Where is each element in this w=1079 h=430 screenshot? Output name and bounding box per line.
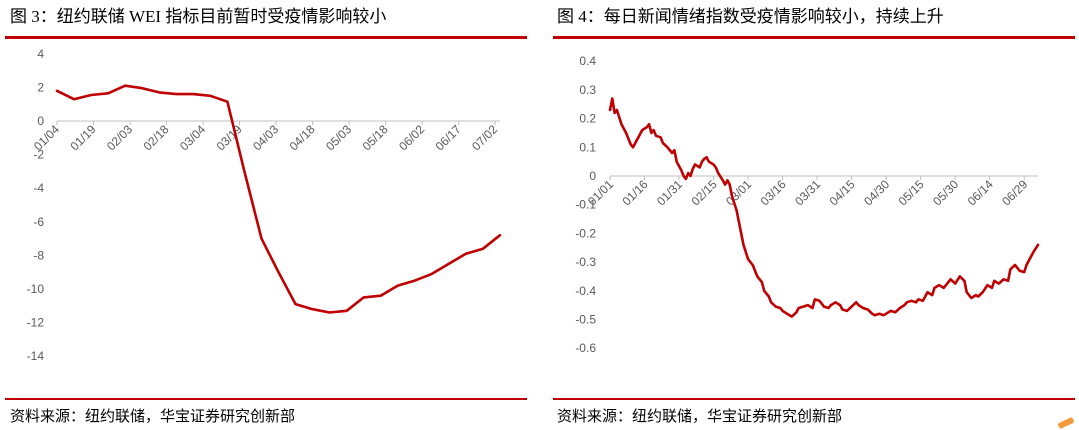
source-note: 资料来源：纽约联储，华宝证券研究创新部: [10, 409, 296, 425]
x-tick-label: 04/18: [287, 122, 318, 153]
x-tick-label: 04/30: [861, 177, 892, 208]
y-tick-label: 0: [589, 169, 596, 183]
x-tick-label: 01/31: [654, 177, 685, 208]
source-note: 资料来源：纽约联储，华宝证券研究创新部: [557, 409, 843, 425]
y-tick-label: -0.2: [575, 226, 596, 240]
x-tick-label: 04/03: [250, 122, 281, 153]
title-underline: [553, 36, 1075, 39]
series-line: [55, 84, 502, 314]
news-sentiment-figure-panel: 图 4：每日新闻情绪指数受疫情影响较小，持续上升 01/01 01/16 01/31…: [545, 0, 1079, 430]
figure-bottom-rule: [553, 398, 1075, 400]
x-tick-label: 02/15: [689, 177, 720, 208]
y-tick-label: -10: [27, 282, 45, 296]
figure-bottom-rule: [5, 398, 527, 400]
figure-title: 图 4：每日新闻情绪指数受疫情影响较小，持续上升: [557, 7, 944, 26]
x-tick-label: 06/02: [396, 122, 427, 153]
y-tick-label: 2: [37, 80, 44, 94]
x-tick-label: 05/18: [360, 122, 391, 153]
news-sentiment-line-chart: 01/01 01/16 01/31 02/15 03/01 03/16 03/31 04/15…: [575, 54, 1040, 355]
x-tick-label: 06/17: [433, 122, 464, 153]
x-tick-label: 03/19: [214, 122, 245, 153]
x-tick-label: 05/03: [323, 122, 354, 153]
y-tick-label: -14: [27, 349, 45, 363]
x-tick-label: 02/03: [104, 122, 135, 153]
x-tick-label: 06/14: [965, 177, 996, 208]
y-tick-label: 0: [37, 114, 44, 128]
y-tick-label: -6: [33, 215, 44, 229]
wei-line-chart: 01/04 01/19 02/03 02/18 03/04 03/19 04/03 04/18…: [27, 47, 502, 363]
x-tick-label: 03/04: [177, 122, 208, 153]
x-tick-label: 07/02: [469, 122, 500, 153]
y-tick-label: -0.5: [575, 313, 596, 327]
figure-title: 图 3：纽约联储 WEI 指标目前暂时受疫情影响较小: [10, 7, 387, 26]
y-tick-label: -2: [33, 148, 44, 162]
y-tick-label: -12: [27, 316, 45, 330]
x-tick-label: 05/30: [930, 177, 961, 208]
x-tick-label: 01/16: [620, 177, 651, 208]
y-tick-label: -0.1: [575, 198, 596, 212]
x-tick-label: 03/31: [792, 177, 823, 208]
y-tick-label: 0.1: [579, 140, 596, 154]
x-tick-label: 03/16: [758, 177, 789, 208]
x-tick-label: 01/19: [67, 122, 98, 153]
x-tick-label: 02/18: [141, 122, 172, 153]
y-tick-label: 0.4: [579, 54, 596, 68]
y-tick-label: 0.2: [579, 112, 596, 126]
x-tick-label: 06/29: [999, 177, 1030, 208]
y-tick-label: 0.3: [579, 83, 596, 97]
y-tick-label: -0.3: [575, 255, 596, 269]
title-underline: [5, 36, 527, 39]
x-tick-label: 04/15: [827, 177, 858, 208]
y-tick-label: -8: [33, 248, 44, 262]
wei-figure-panel: 图 3：纽约联储 WEI 指标目前暂时受疫情影响较小 01/04 01/19 02/…: [0, 0, 535, 430]
series-line: [608, 97, 1040, 318]
y-tick-label: -0.4: [575, 284, 596, 298]
y-tick-label: -0.6: [575, 341, 596, 355]
y-tick-label: 4: [37, 47, 44, 61]
x-tick-label: 05/15: [896, 177, 927, 208]
y-tick-label: -4: [33, 181, 44, 195]
